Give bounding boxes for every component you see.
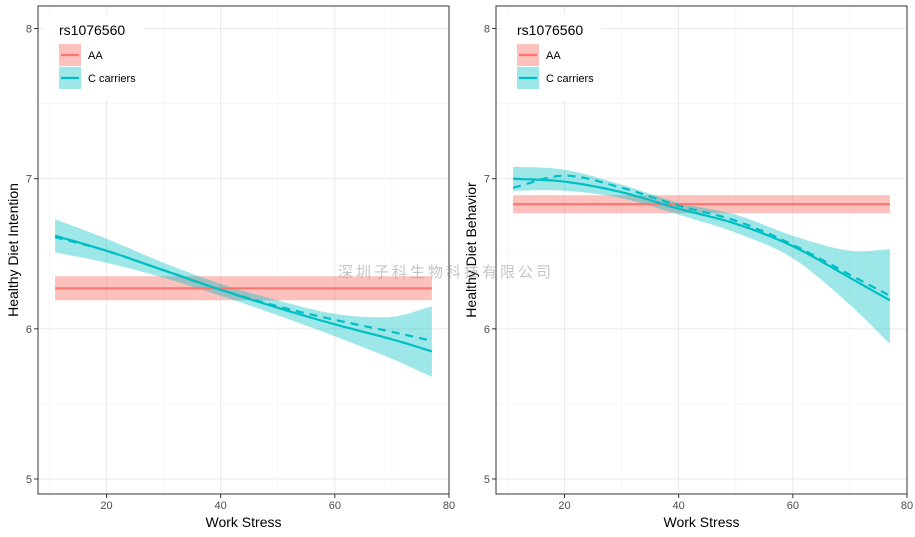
legend-label: AA: [546, 50, 561, 62]
x-axis-title: Work Stress: [206, 514, 282, 530]
legend-label: C carriers: [88, 73, 136, 85]
x-tick-label: 60: [329, 500, 341, 512]
x-tick-label: 20: [100, 500, 112, 512]
x-tick-label: 80: [443, 500, 455, 512]
y-tick-label: 5: [26, 474, 32, 486]
y-tick-label: 8: [484, 24, 490, 36]
y-tick-label: 5: [484, 474, 490, 486]
legend-label: AA: [88, 50, 103, 62]
y-axis-title: Healthy Diet Intention: [5, 183, 21, 317]
x-tick-label: 60: [787, 500, 799, 512]
watermark-text: 深圳子科生物科技有限公司: [338, 263, 555, 281]
legend-title: rs1076560: [59, 22, 125, 38]
x-tick-label: 20: [558, 500, 570, 512]
x-tick-label: 40: [673, 500, 685, 512]
series-line-c: [513, 177, 891, 302]
legend-background: [44, 14, 144, 100]
series-line-c-dashed: [54, 236, 433, 342]
y-tick-label: 8: [26, 24, 32, 36]
y-tick-label: 6: [26, 324, 32, 336]
chart-panel-2: 20 40 60 80 5 6 7 8 Work Stress Healthy Diet Beha…: [463, 5, 913, 530]
legend: rs1076560 AA C carriers: [44, 14, 144, 100]
legend-background: [502, 14, 602, 100]
panel-border: [495, 5, 908, 495]
legend: rs1076560 AA C carriers: [502, 14, 602, 100]
y-axis-title: Healthy Diet Behavior: [463, 182, 479, 318]
legend-label: C carriers: [546, 73, 594, 85]
chart-panel-1: 20 40 60 80 5 6 7 8 Work Stress Healthy Diet Inte…: [5, 5, 455, 530]
x-tick-label: 80: [901, 500, 913, 512]
panel-border: [37, 5, 450, 495]
y-tick-label: 6: [484, 324, 490, 336]
y-tick-label: 7: [26, 174, 32, 186]
x-tick-label: 40: [215, 500, 227, 512]
x-axis-title: Work Stress: [664, 514, 740, 530]
ci-ribbon-c: [513, 166, 890, 344]
y-tick-label: 7: [484, 174, 490, 186]
legend-title: rs1076560: [517, 22, 583, 38]
